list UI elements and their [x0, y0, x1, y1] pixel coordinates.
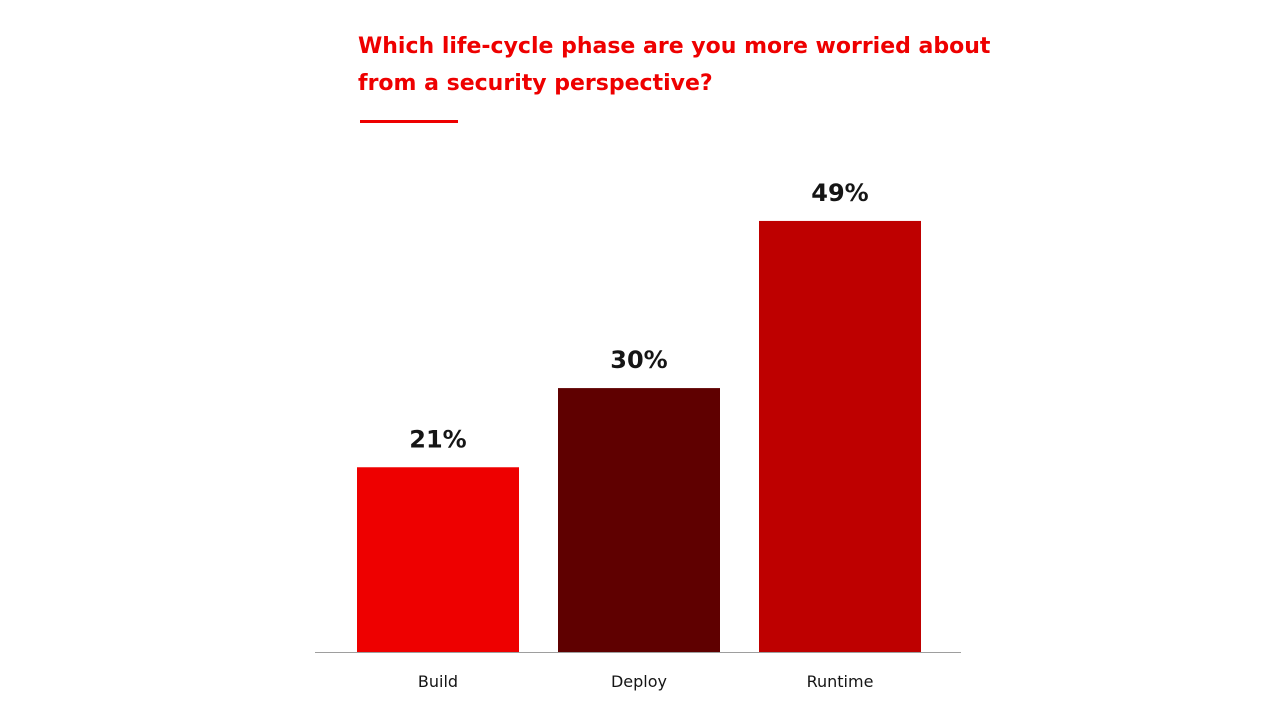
chart-title-line-2: from a security perspective? [358, 71, 713, 96]
bar-runtime [759, 220, 921, 653]
value-label-deploy: 30% [610, 346, 667, 374]
category-label-runtime: Runtime [807, 672, 874, 691]
category-label-build: Build [418, 672, 458, 691]
chart-title-line-1: Which life-cycle phase are you more worr… [358, 34, 991, 59]
value-label-runtime: 49% [811, 179, 868, 207]
chart-title: Which life-cycle phase are you more worr… [358, 28, 1058, 102]
title-underline [360, 120, 458, 123]
bar-build [357, 467, 519, 652]
bar-deploy [558, 388, 720, 652]
category-label-deploy: Deploy [611, 672, 667, 691]
value-label-build: 21% [409, 425, 466, 453]
